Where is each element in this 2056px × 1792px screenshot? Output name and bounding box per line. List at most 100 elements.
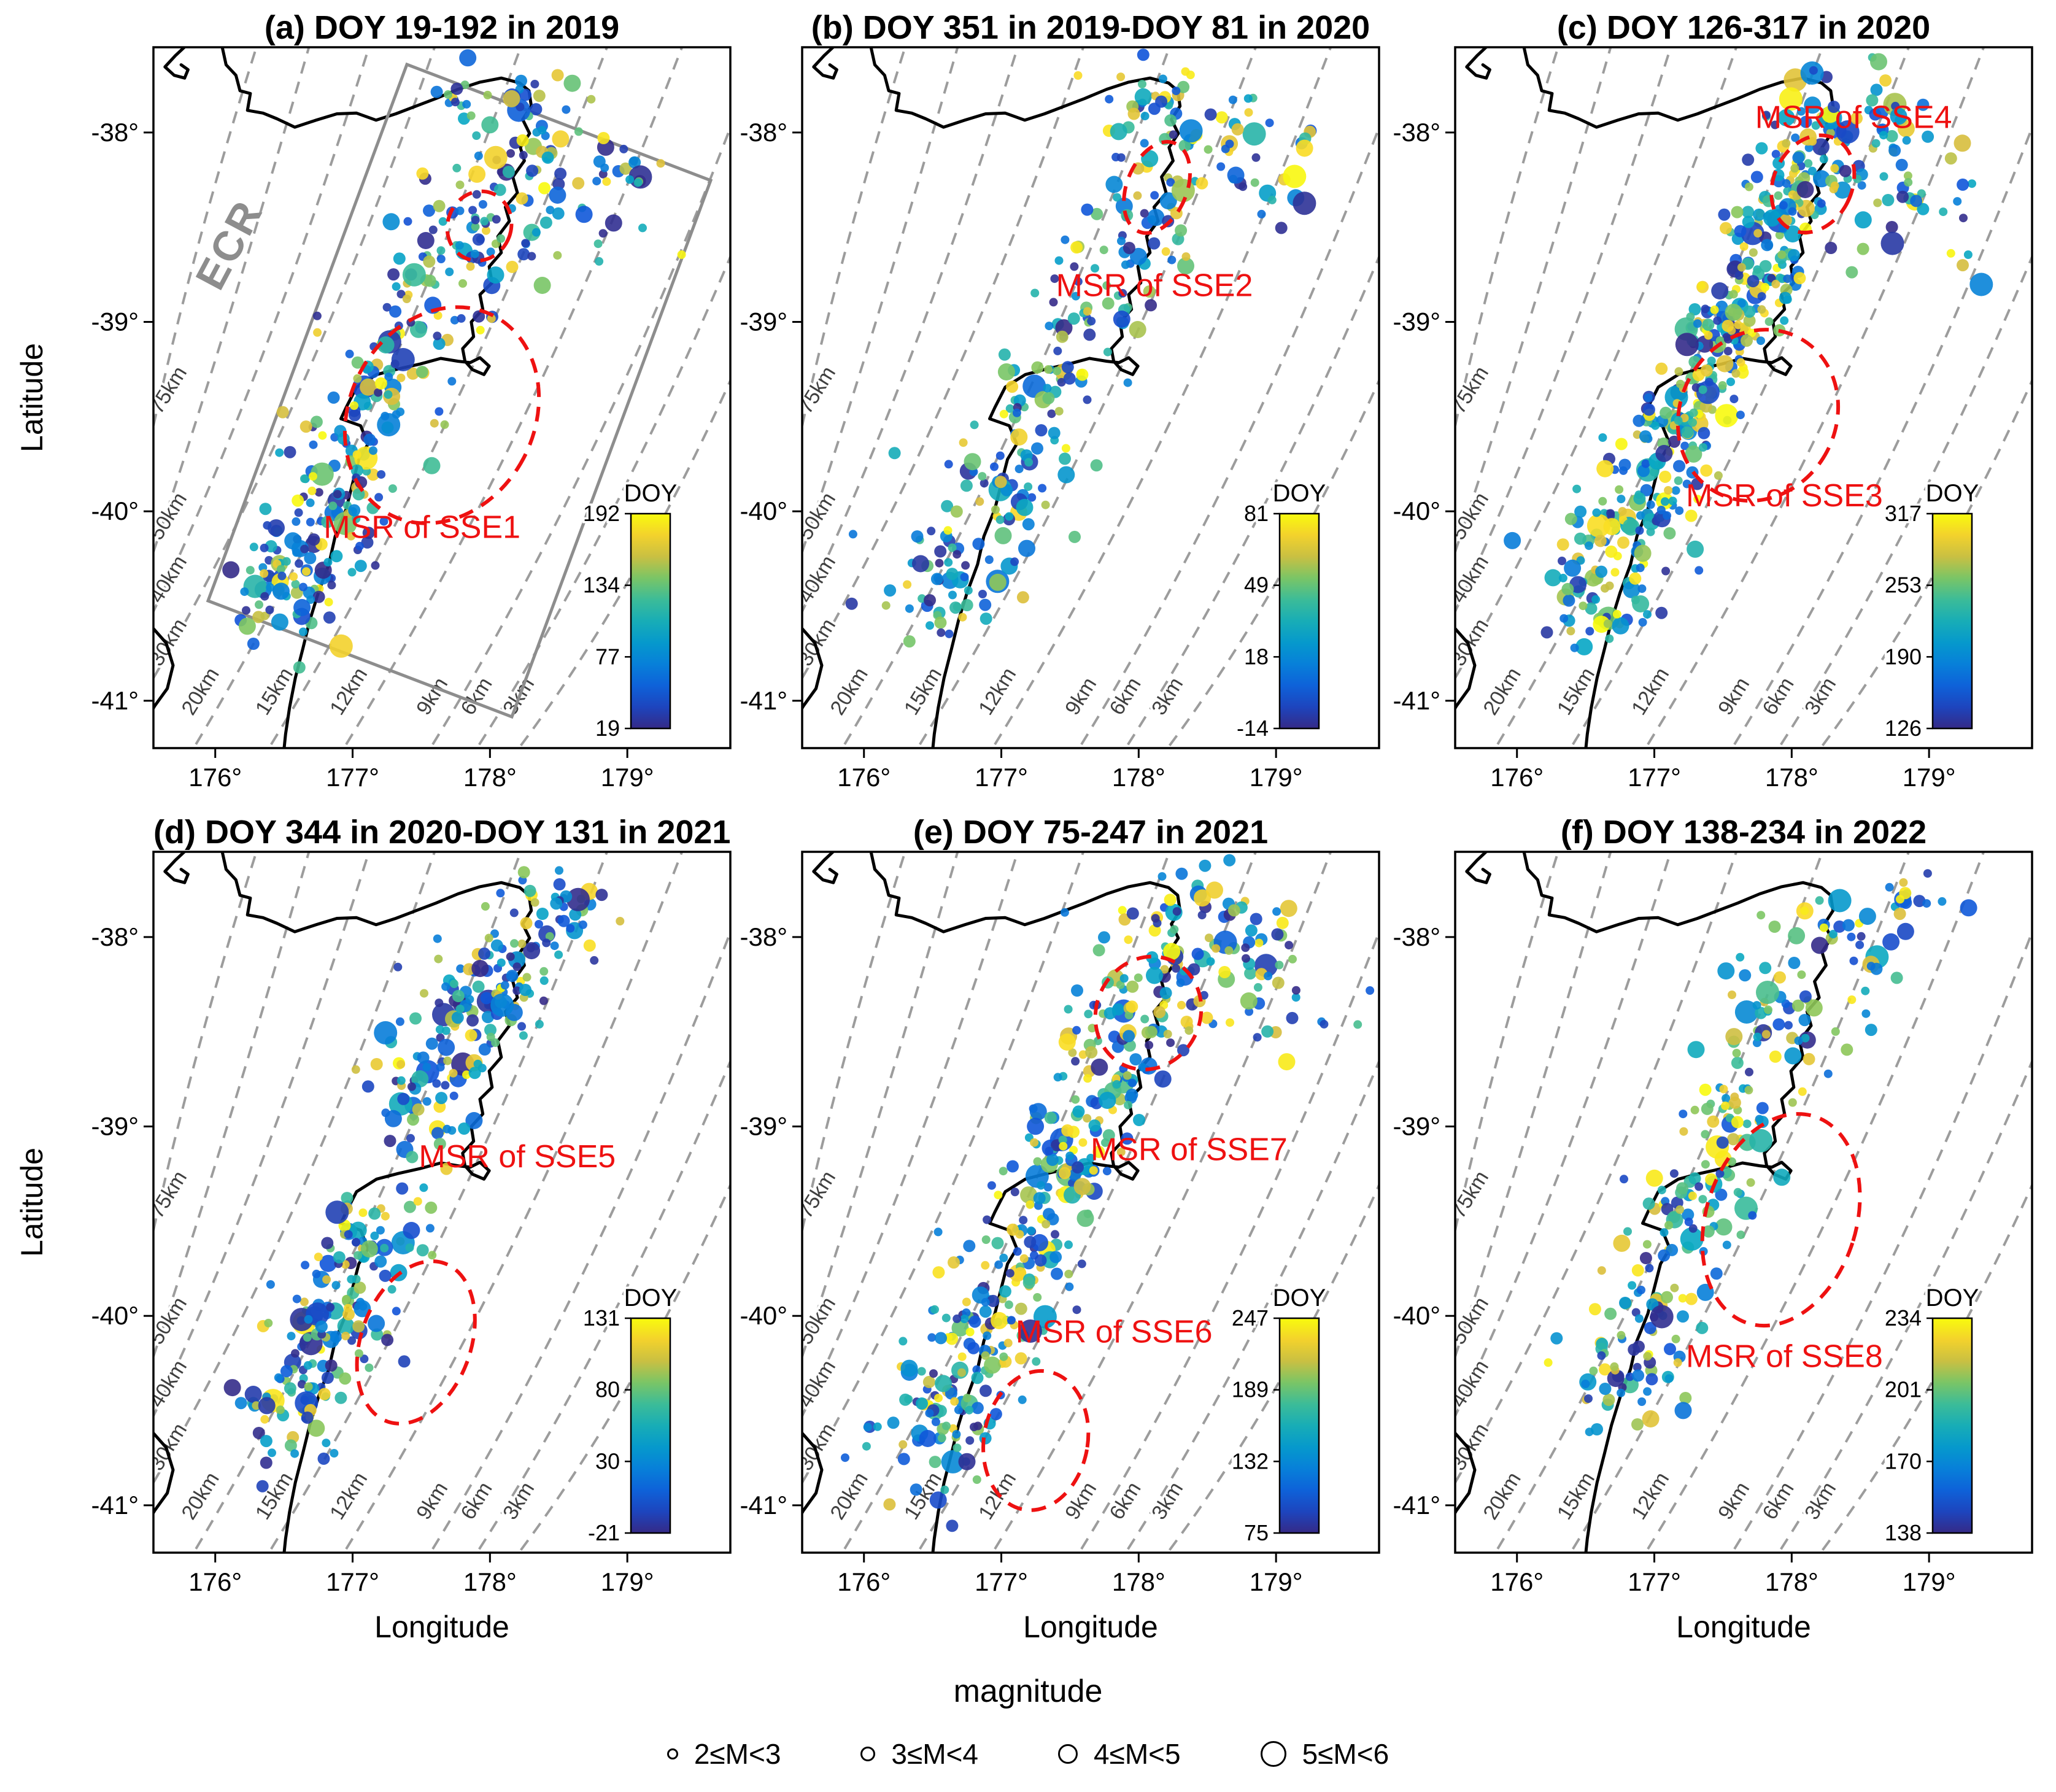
earthquake-dot — [1148, 237, 1161, 250]
depth-contour — [802, 852, 1019, 1417]
earthquake-dot — [1143, 285, 1156, 298]
earthquake-dot — [342, 1295, 351, 1304]
earthquake-dot — [347, 568, 357, 577]
earthquake-dot — [1593, 616, 1610, 633]
earthquake-dot — [1071, 984, 1083, 997]
earthquake-dot — [1761, 110, 1771, 120]
earthquake-dot — [1250, 178, 1259, 187]
earthquake-dot — [1944, 152, 1957, 165]
earthquake-dot — [468, 1067, 481, 1079]
earthquake-dot — [897, 1453, 910, 1466]
earthquake-dot — [1602, 1394, 1615, 1406]
earthquake-dot — [1671, 1334, 1680, 1343]
earthquake-dot — [425, 1037, 438, 1050]
earthquake-dot — [1597, 1351, 1606, 1360]
earthquake-dot — [957, 1352, 967, 1361]
x-tick-label: 178° — [463, 763, 517, 792]
depth-contour — [1455, 852, 1738, 1483]
earthquake-dot — [1790, 164, 1799, 173]
earthquake-dot — [1791, 133, 1800, 142]
earthquake-dot — [1038, 484, 1047, 493]
axes-frame — [152, 851, 732, 1554]
earthquake-dot — [927, 1333, 937, 1342]
earthquake-dot — [517, 866, 530, 879]
earthquake-dot — [1865, 1024, 1877, 1037]
earthquake-dot — [520, 917, 533, 930]
earthquake-dot — [1148, 102, 1161, 115]
earthquake-dot — [973, 1421, 983, 1431]
y-tick-label: -38° — [91, 118, 139, 147]
earthquake-dot — [1899, 878, 1908, 887]
earthquake-dot — [1058, 1033, 1076, 1051]
colorbar-title: DOY — [624, 1284, 678, 1311]
earthquake-dot — [374, 1021, 398, 1045]
earthquake-dot — [271, 613, 288, 631]
earthquake-dot — [1084, 1010, 1093, 1019]
earthquake-dot — [417, 232, 435, 249]
earthquake-dot — [873, 1422, 882, 1431]
earthquake-dot — [1849, 956, 1858, 965]
earthquake-dot — [276, 565, 285, 574]
earthquake-dot — [354, 560, 367, 573]
earthquake-dot — [1558, 557, 1566, 565]
y-tick-label: -40° — [1393, 496, 1441, 525]
earthquake-dot — [1197, 911, 1207, 920]
earthquake-dot — [958, 1453, 976, 1470]
earthquake-dot — [1163, 943, 1181, 960]
colorbar-gradient — [630, 1317, 671, 1534]
earthquake-dot — [949, 601, 962, 614]
earthquake-dot — [1715, 1218, 1733, 1236]
earthquake-dot — [1637, 1397, 1647, 1406]
earthquake-dot — [354, 1300, 371, 1318]
earthquake-dot — [999, 1253, 1008, 1262]
earthquake-dot — [328, 501, 338, 511]
earthquake-dot — [616, 917, 625, 925]
earthquake-dot — [1704, 377, 1714, 387]
earthquake-dot — [1742, 206, 1755, 218]
earthquake-dot — [1164, 114, 1177, 127]
earthquake-dot — [1544, 569, 1562, 587]
msr-outline — [1093, 954, 1204, 1072]
earthquake-dot — [1660, 1228, 1669, 1237]
earthquake-dot — [1681, 426, 1694, 439]
earthquake-dot — [282, 557, 291, 566]
earthquake-dot — [542, 938, 551, 948]
earthquake-dot — [546, 206, 555, 215]
earthquake-dot — [433, 331, 442, 341]
earthquake-dot — [1757, 292, 1766, 301]
earthquake-dot — [333, 490, 342, 499]
earthquake-dot — [598, 229, 608, 238]
earthquake-dot — [496, 889, 505, 898]
earthquake-dot — [863, 1423, 872, 1432]
earthquake-dot — [1700, 364, 1713, 377]
earthquake-dot — [360, 1240, 378, 1258]
earthquake-dot — [402, 295, 411, 303]
colorbar-title: DOY — [624, 480, 678, 507]
earthquake-dot — [361, 1080, 374, 1093]
earthquake-dot — [1145, 1041, 1154, 1049]
earthquake-dot — [950, 505, 963, 518]
earthquake-dot — [1353, 1020, 1362, 1029]
earthquake-dot — [419, 1183, 428, 1192]
earthquake-dot — [1729, 290, 1738, 299]
earthquake-dot — [1759, 260, 1772, 272]
earthquake-dot — [848, 530, 857, 539]
earthquake-dot — [1817, 199, 1826, 208]
earthquake-dot — [587, 95, 596, 104]
earthquake-dot — [972, 538, 985, 550]
earthquake-dot — [1212, 944, 1221, 953]
earthquake-dot — [433, 1138, 446, 1150]
earthquake-dot — [1896, 190, 1909, 203]
earthquake-dot — [222, 561, 240, 579]
depth-contour — [1730, 929, 2032, 1553]
earthquake-dot — [530, 898, 539, 907]
x-tick-label: 179° — [1250, 763, 1303, 792]
earthquake-dot — [983, 1331, 992, 1340]
earthquake-dot — [1550, 1332, 1563, 1345]
earthquake-dot — [1679, 1392, 1692, 1404]
depth-contour — [1455, 852, 1559, 1231]
earthquake-dot — [402, 263, 426, 287]
